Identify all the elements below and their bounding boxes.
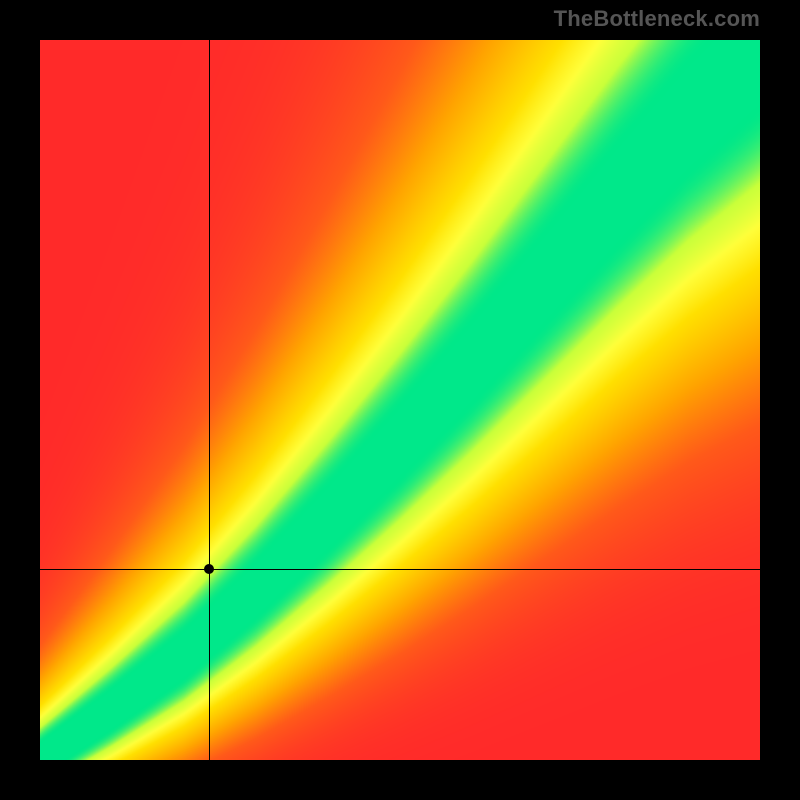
crosshair-marker [204,564,214,574]
crosshair-vertical [209,40,210,760]
heatmap-canvas [40,40,760,760]
heatmap-plot [40,40,760,760]
root: TheBottleneck.com [0,0,800,800]
watermark-text: TheBottleneck.com [554,6,760,32]
crosshair-horizontal [40,569,760,570]
